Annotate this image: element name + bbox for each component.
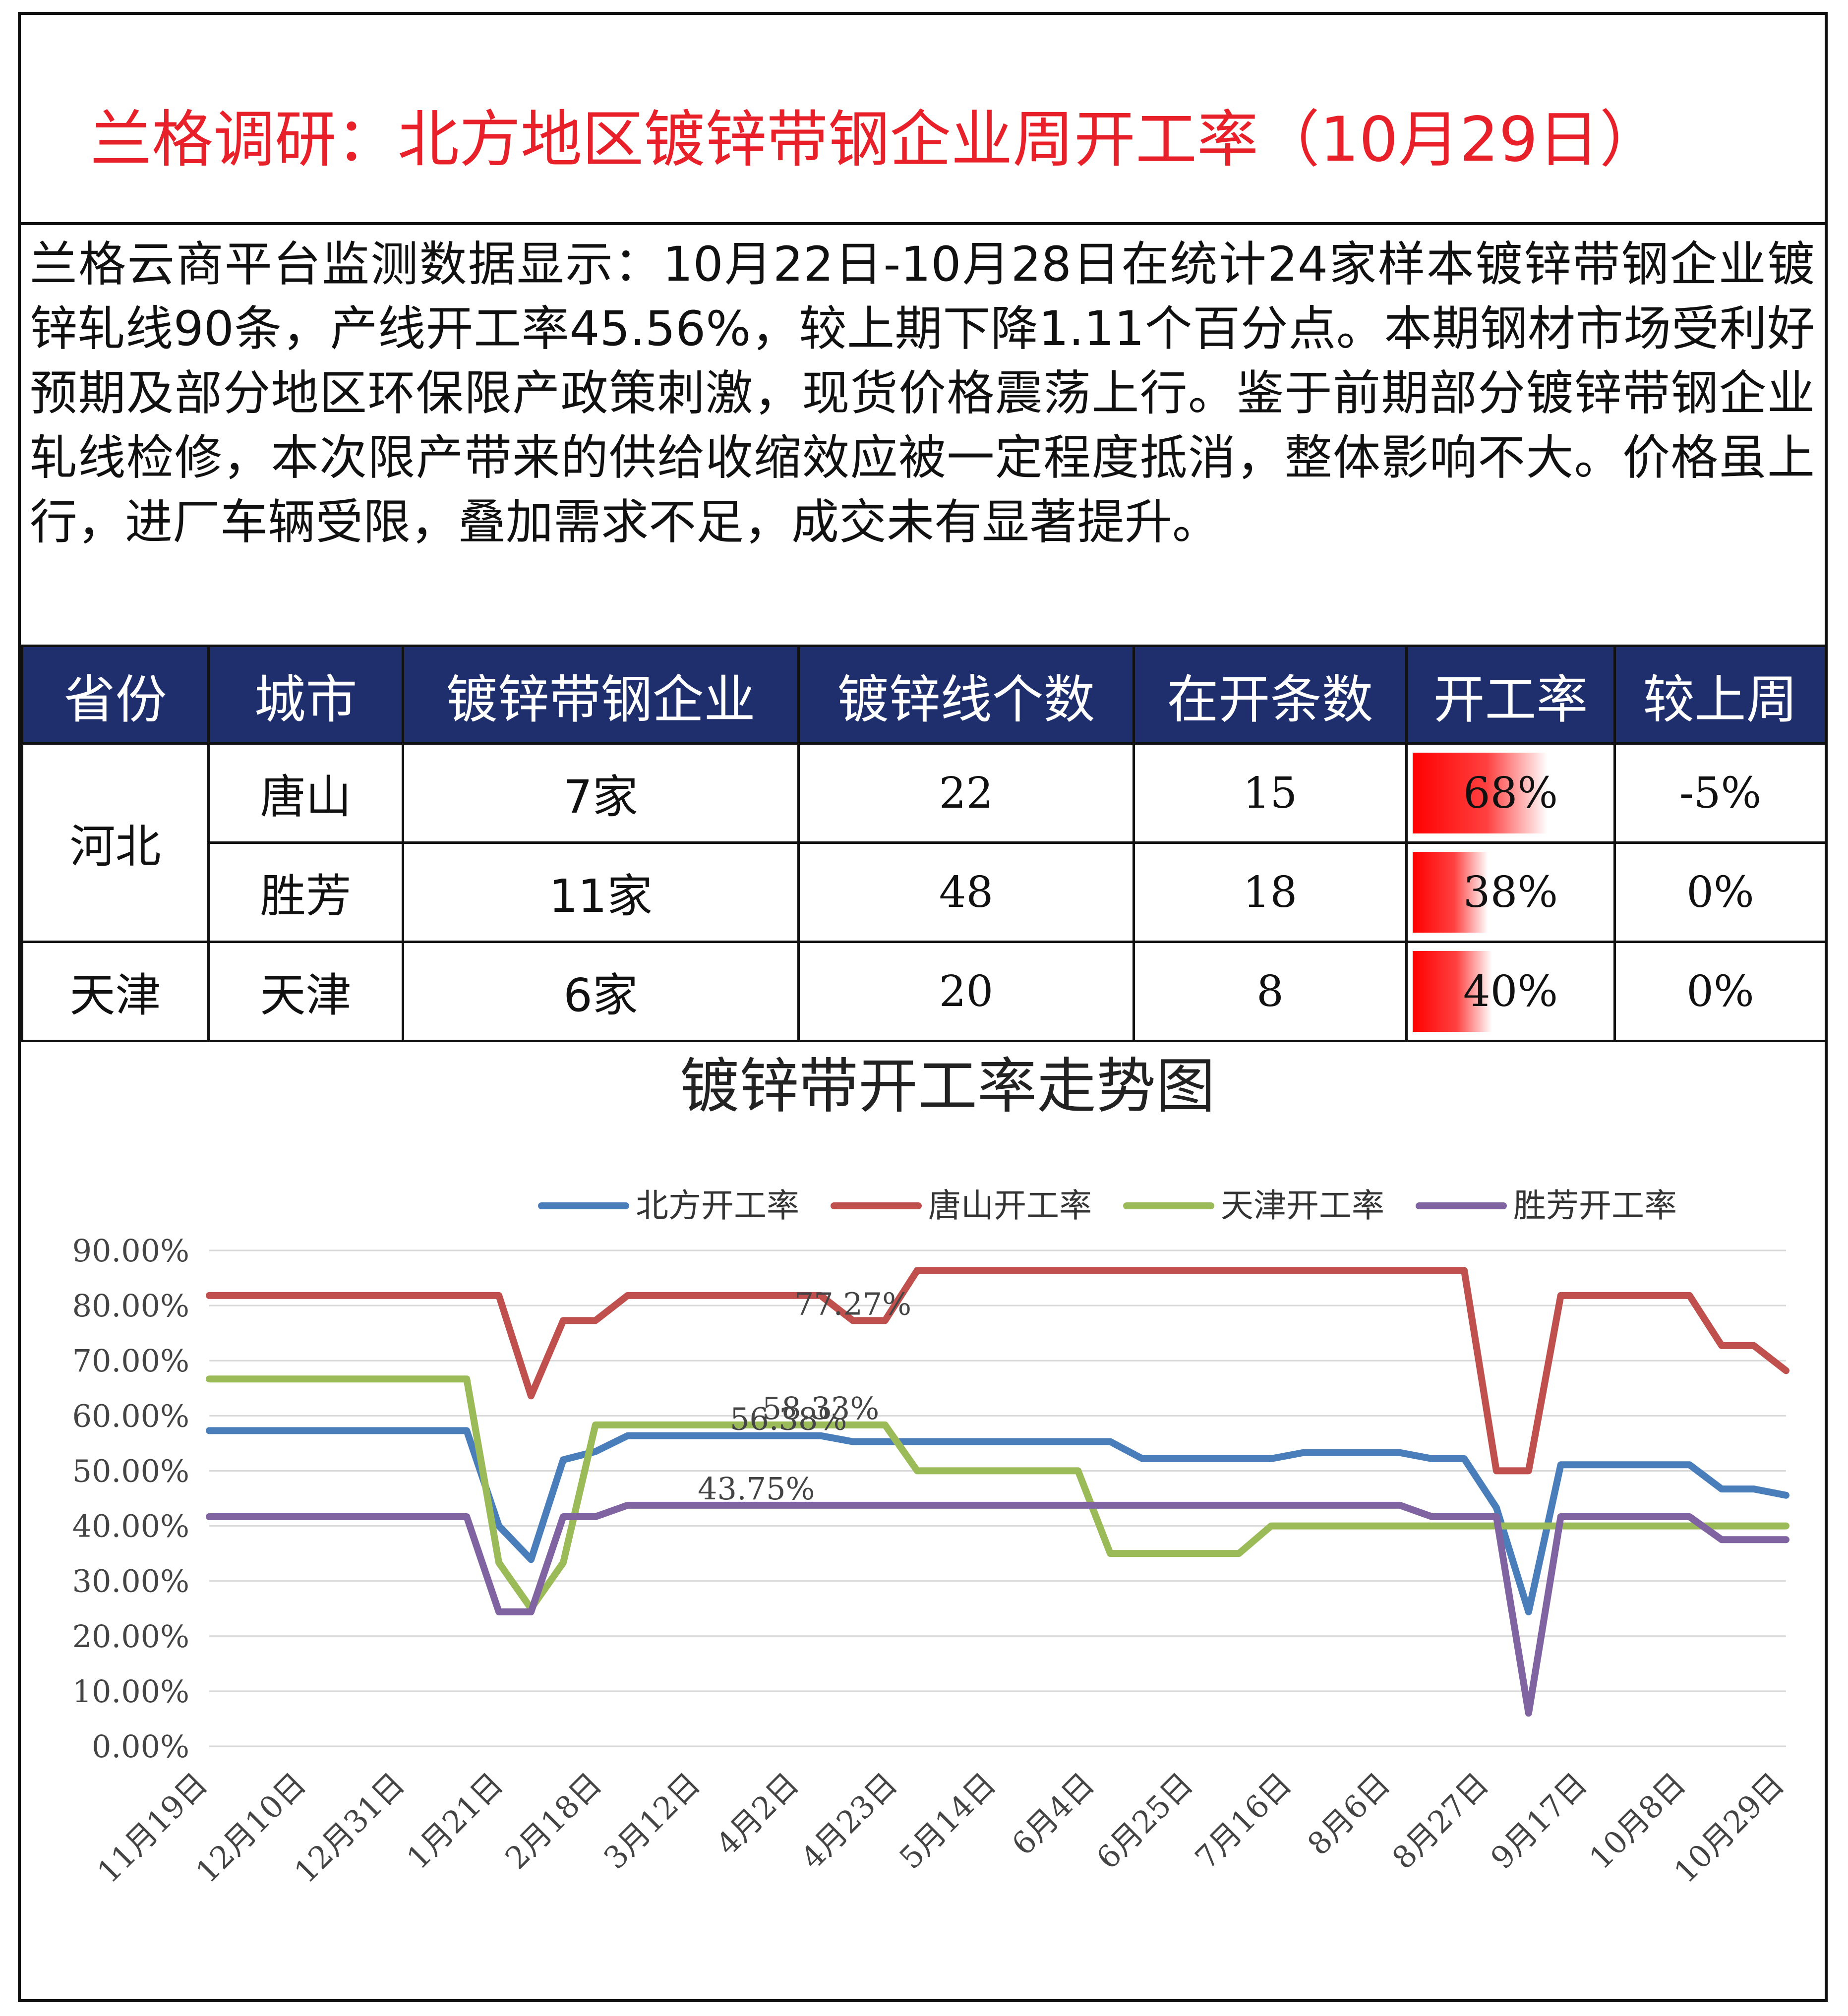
legend-label: 胜芳开工率 — [1513, 1186, 1677, 1225]
data-label: 43.75% — [698, 1471, 815, 1507]
x-tick-label: 9月17日 — [1484, 1766, 1594, 1876]
report-frame: 兰格调研：北方地区镀锌带钢企业周开工率（10月29日） 兰格云商平台监测数据显示… — [18, 12, 1828, 2002]
legend-label: 唐山开工率 — [928, 1186, 1092, 1225]
y-tick-label: 0.00% — [92, 1728, 189, 1765]
table-row: 河北 唐山 7家 22 15 68% -5% — [21, 742, 1827, 943]
header-city: 城市 — [207, 645, 404, 745]
cell-rate: 38% — [1405, 841, 1616, 943]
cell-change: -5% — [1613, 742, 1827, 844]
y-tick-label: 50.00% — [72, 1453, 189, 1489]
rate-table-wrap: 省份 城市 镀锌带钢企业 镀锌线个数 在开条数 开工率 较上周 河北 唐山 7家… — [21, 645, 1827, 1042]
series-line — [206, 1501, 1789, 1717]
legend-label: 天津开工率 — [1221, 1186, 1384, 1225]
cell-open: 18 — [1133, 841, 1408, 943]
table-header-row: 省份 城市 镀锌带钢企业 镀锌线个数 在开条数 开工率 较上周 — [21, 645, 1827, 745]
y-tick-label: 60.00% — [72, 1398, 189, 1434]
cell-change: 0% — [1613, 941, 1827, 1042]
header-lines: 镀锌线个数 — [797, 645, 1135, 745]
header-rate: 开工率 — [1405, 645, 1616, 745]
cell-companies: 11家 — [402, 841, 800, 943]
rate-databar — [1413, 852, 1488, 933]
series-line — [206, 1375, 1789, 1612]
x-tick-label: 1月21日 — [400, 1766, 510, 1876]
series-line — [206, 1427, 1789, 1615]
trend-chart: 镀锌带开工率走势图 0.00% 10.00% 20.00% 30.00% 40.00% 50… — [72, 1052, 1791, 1890]
y-tick-label: 10.00% — [72, 1673, 189, 1710]
cell-open: 8 — [1133, 941, 1408, 1042]
cell-companies: 7家 — [402, 742, 800, 844]
x-tick-label: 8月27日 — [1385, 1766, 1495, 1876]
rate-value: 40% — [1463, 966, 1558, 1016]
title-box: 兰格调研：北方地区镀锌带钢企业周开工率（10月29日） — [21, 15, 1825, 225]
rate-value: 38% — [1463, 867, 1558, 917]
cell-change: 0% — [1613, 841, 1827, 943]
y-tick-label: 30.00% — [72, 1563, 189, 1600]
rate-databar — [1413, 753, 1548, 833]
cell-city: 唐山 — [207, 742, 404, 844]
data-label: 77.27% — [794, 1286, 911, 1322]
y-tick-label: 70.00% — [72, 1343, 189, 1379]
x-tick-label: 6月25日 — [1089, 1766, 1200, 1876]
table-row: 胜芳 11家 48 18 38% 0% — [22, 841, 1827, 943]
rate-value: 68% — [1463, 768, 1558, 818]
rate-table: 省份 城市 镀锌带钢企业 镀锌线个数 在开条数 开工率 较上周 河北 唐山 7家… — [21, 645, 1827, 1042]
table-row: 天津 天津 6家 20 8 40% 0% — [21, 941, 1827, 1042]
cell-province: 河北 — [21, 742, 210, 943]
data-label: 56.38% — [730, 1401, 847, 1437]
data-label: 58.33% — [762, 1390, 879, 1426]
x-tick-label: 2月18日 — [498, 1766, 609, 1876]
cell-city: 天津 — [207, 941, 404, 1042]
series-line — [206, 1267, 1789, 1475]
cell-lines: 48 — [797, 841, 1135, 943]
x-tick-label: 5月14日 — [893, 1766, 1003, 1876]
x-tick-label: 3月12日 — [596, 1766, 707, 1876]
cell-city: 胜芳 — [207, 841, 404, 943]
y-tick-label: 90.00% — [72, 1233, 189, 1269]
header-change: 较上周 — [1613, 645, 1827, 745]
cell-lines: 22 — [797, 742, 1135, 844]
cell-rate: 68% — [1405, 742, 1616, 844]
y-tick-label: 20.00% — [72, 1618, 189, 1655]
cell-province: 天津 — [21, 941, 210, 1042]
x-tick-label: 4月23日 — [794, 1766, 904, 1876]
summary-text: 兰格云商平台监测数据显示：10月22日-10月28日在统计24家样本镀锌带钢企业… — [30, 237, 1815, 550]
x-tick-label: 4月2日 — [709, 1766, 806, 1862]
cell-rate: 40% — [1405, 941, 1616, 1042]
chart-title: 镀锌带开工率走势图 — [680, 1052, 1215, 1121]
y-tick-label: 80.00% — [72, 1288, 189, 1324]
cell-open: 15 — [1133, 742, 1408, 844]
header-province: 省份 — [21, 645, 210, 745]
page-title: 兰格调研：北方地区镀锌带钢企业周开工率（10月29日） — [90, 104, 1661, 176]
legend-label: 北方开工率 — [636, 1186, 799, 1225]
x-tick-label: 8月6日 — [1301, 1766, 1397, 1862]
y-tick-label: 40.00% — [72, 1508, 189, 1544]
x-tick-label: 7月16日 — [1188, 1766, 1299, 1876]
cell-lines: 20 — [797, 941, 1135, 1042]
header-companies: 镀锌带钢企业 — [402, 645, 800, 745]
x-tick-label: 6月4日 — [1005, 1766, 1101, 1862]
cell-companies: 6家 — [402, 941, 800, 1042]
header-open: 在开条数 — [1133, 645, 1408, 745]
rate-databar — [1413, 951, 1492, 1032]
